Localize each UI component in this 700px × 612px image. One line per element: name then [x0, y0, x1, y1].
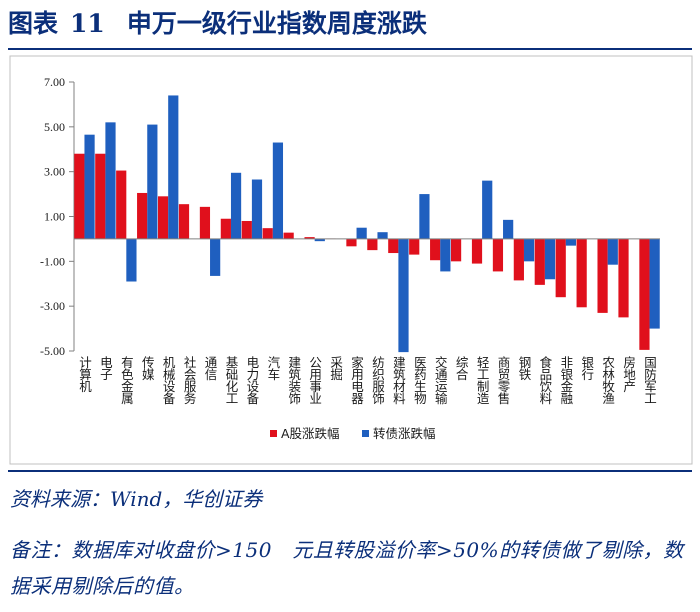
bar-a-share-19 — [471, 238, 483, 264]
legend-label-0: A股涨跌幅 — [281, 426, 340, 441]
bar-a-share-23 — [555, 238, 566, 298]
figure-title: 图表 11 申万一级行业指数周度涨跌 — [8, 4, 427, 44]
y-tick-label: -5.00 — [40, 344, 65, 358]
category-label: 机械设备 — [161, 356, 176, 405]
bar-convertible-11 — [314, 238, 325, 242]
bar-a-share-1 — [95, 153, 106, 239]
figure-number: 11 — [70, 9, 105, 38]
category-label: 家用电器 — [349, 355, 364, 405]
category-label: 医药生物 — [412, 356, 427, 405]
bar-convertible-16 — [419, 194, 430, 239]
bar-convertible-15 — [398, 238, 409, 353]
bar-a-share-25 — [597, 238, 608, 313]
category-label: 轻工制造 — [475, 356, 490, 404]
bar-chart: 7.00 5.00 3.00 1.00 -1.00 -3.00 -5.00 计算机 电子 有色金属… — [8, 54, 694, 466]
bar-a-share-6 — [199, 206, 211, 239]
category-label: 钢铁 — [516, 356, 531, 380]
legend-swatch-0 — [270, 430, 277, 437]
bar-a-share-17 — [430, 238, 441, 261]
category-label: 建筑材料 — [391, 356, 406, 404]
bar-a-share-10 — [283, 232, 294, 239]
bar-a-share-24 — [576, 238, 587, 308]
category-label: 交通运输 — [433, 355, 448, 405]
chart-frame — [9, 55, 693, 465]
bar-convertible-27 — [649, 238, 660, 329]
bar-a-share-5 — [178, 204, 190, 239]
category-label: 建筑装饰 — [286, 356, 301, 404]
bar-convertible-23 — [565, 238, 577, 246]
bar-a-share-26 — [618, 238, 629, 318]
bar-convertible-25 — [607, 238, 618, 265]
category-label: 商贸零售 — [496, 355, 511, 404]
y-tick-label: 7.00 — [44, 75, 65, 89]
bar-a-share-8 — [241, 220, 252, 239]
bar-convertible-19 — [482, 180, 493, 239]
bar-a-share-11 — [304, 237, 315, 239]
category-label: 纺织服饰 — [370, 356, 385, 404]
bar-a-share-18 — [450, 238, 462, 262]
bar-a-share-27 — [639, 238, 650, 350]
bar-convertible-0 — [84, 134, 95, 239]
category-label: 有色金属 — [119, 356, 134, 405]
category-label: 公用事业 — [307, 356, 322, 404]
bar-a-share-0 — [74, 153, 85, 239]
source-text: 资料来源：Wind，华创证券 — [10, 487, 263, 511]
category-label: 国防军工 — [642, 356, 657, 404]
legend-swatch-1 — [362, 430, 369, 437]
category-label: 社会服务 — [182, 355, 197, 404]
bar-a-share-4 — [157, 196, 169, 239]
bar-a-share-21 — [513, 238, 524, 281]
category-label: 非银金融 — [558, 356, 573, 405]
bar-convertible-1 — [105, 122, 116, 239]
category-label: 综合 — [454, 356, 469, 380]
category-label: 计算机 — [77, 356, 92, 393]
bar-a-share-13 — [346, 238, 357, 247]
bar-convertible-3 — [147, 124, 158, 239]
y-tick-label: -1.00 — [40, 254, 65, 268]
bar-convertible-2 — [126, 238, 137, 282]
bar-a-share-22 — [534, 238, 545, 285]
category-label: 银行 — [579, 356, 594, 381]
chart-title: 申万一级行业指数周度涨跌 — [126, 9, 427, 38]
note-text: 备注：数据库对收盘价>150 元且转股溢价率>50%的转债做了剔除，数据采用剔除… — [10, 538, 684, 598]
y-tick-label: 3.00 — [44, 165, 65, 179]
bar-convertible-8 — [251, 179, 263, 239]
bar-a-share-15 — [388, 238, 399, 254]
top-divider — [8, 48, 692, 50]
bar-a-share-7 — [220, 218, 231, 239]
bar-convertible-7 — [230, 172, 242, 239]
legend-label-1: 转债涨跌幅 — [373, 426, 436, 441]
bar-convertible-9 — [272, 142, 284, 239]
bar-convertible-17 — [440, 238, 451, 272]
category-label: 食品饮料 — [537, 355, 552, 404]
category-label: 基础化工 — [223, 356, 238, 404]
y-tick-label: -3.00 — [40, 299, 65, 313]
bar-convertible-4 — [168, 95, 179, 239]
y-tick-label: 1.00 — [44, 210, 65, 224]
category-label: 房地产 — [621, 355, 636, 393]
bar-convertible-6 — [210, 238, 221, 276]
category-label: 电子 — [98, 356, 113, 380]
bottom-divider — [8, 470, 692, 472]
category-label: 汽车 — [265, 355, 280, 381]
bar-a-share-3 — [137, 192, 148, 239]
y-tick-label: 5.00 — [44, 120, 65, 134]
category-label: 通信 — [203, 356, 218, 381]
chart-svg: 7.00 5.00 3.00 1.00 -1.00 -3.00 -5.00 计算机 电子 有色金属… — [9, 55, 693, 465]
bar-convertible-22 — [544, 238, 556, 280]
bar-a-share-9 — [262, 228, 273, 239]
bar-convertible-20 — [503, 219, 514, 239]
bar-convertible-14 — [377, 232, 388, 239]
bar-a-share-2 — [116, 170, 127, 239]
bar-a-share-20 — [492, 238, 504, 272]
bar-convertible-13 — [356, 227, 367, 239]
category-label: 传媒 — [140, 355, 155, 380]
figure-label: 图表 — [8, 9, 59, 38]
bar-a-share-14 — [367, 238, 378, 251]
category-label: 农林牧渔 — [600, 356, 615, 404]
bar-a-share-16 — [409, 238, 420, 255]
bar-convertible-21 — [523, 238, 535, 262]
category-label: 采掘 — [328, 356, 343, 381]
category-label: 电力设备 — [244, 356, 259, 405]
